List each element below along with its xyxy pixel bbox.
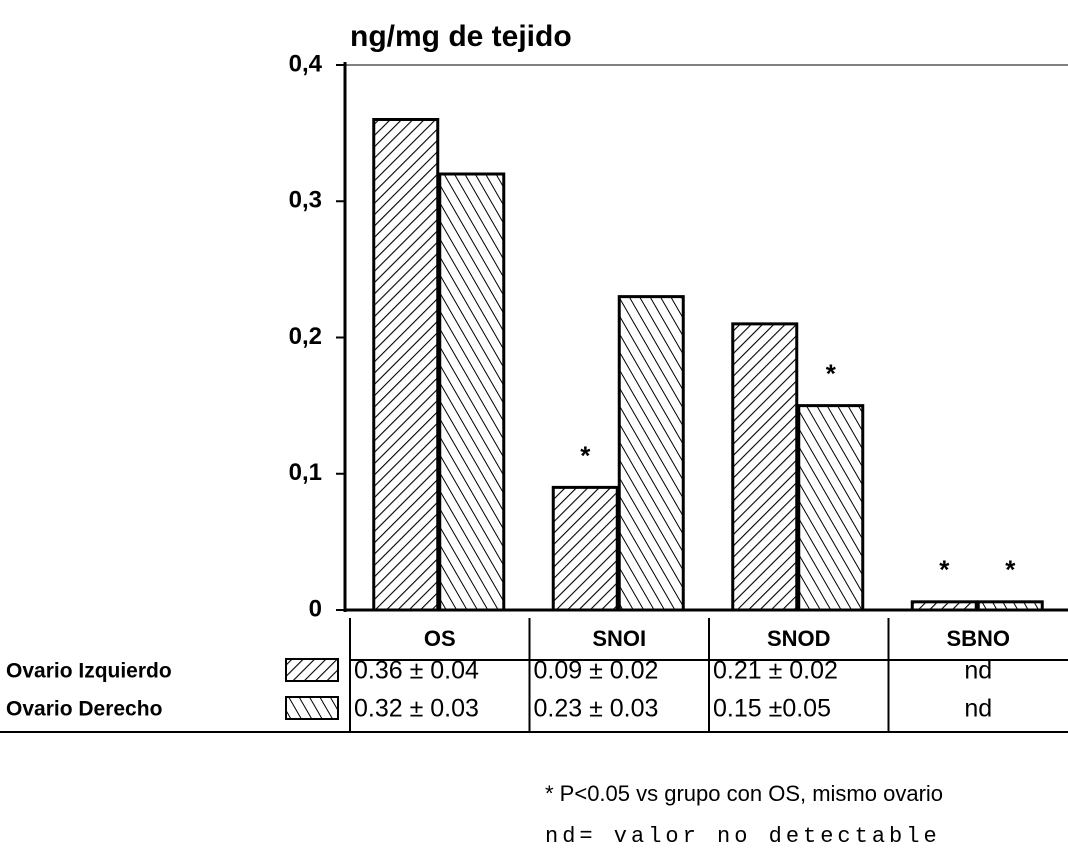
x-tick-label: SNOD: [767, 626, 831, 651]
table-cell: 0.15 ±0.05: [713, 695, 831, 723]
table-cell: nd: [964, 695, 992, 723]
table-cell: 0.21 ± 0.02: [713, 657, 838, 685]
legend-swatch: [285, 696, 339, 720]
footnote: * P<0.05 vs grupo con OS, mismo ovario: [545, 781, 943, 806]
bar: [551, 485, 619, 612]
x-tick-label: SNOI: [592, 626, 646, 651]
bar: [731, 322, 799, 612]
y-tick-label: 0,4: [289, 50, 323, 77]
table-cell: 0.23 ± 0.03: [534, 695, 659, 723]
legend-label: Ovario Izquierdo: [6, 660, 172, 683]
y-tick-label: 0: [309, 595, 322, 622]
y-tick-label: 0,3: [289, 187, 322, 214]
significance-marker: *: [1005, 555, 1016, 585]
significance-marker: *: [826, 359, 837, 389]
legend-swatch: [285, 658, 339, 682]
footnote: nd= valor no detectable: [545, 824, 941, 849]
significance-marker: *: [580, 440, 591, 470]
bar: [438, 172, 506, 612]
table-cell: 0.36 ± 0.04: [354, 657, 479, 685]
bar: [910, 600, 978, 612]
bar: [797, 404, 865, 612]
bar: [617, 295, 685, 612]
y-tick-label: 0,1: [289, 459, 322, 486]
legend-label: Ovario Derecho: [6, 698, 162, 721]
table-cell: 0.32 ± 0.03: [354, 695, 479, 723]
chart-title: ng/mg de tejido: [350, 20, 572, 53]
x-tick-label: OS: [424, 626, 456, 651]
y-tick-label: 0,2: [289, 323, 322, 350]
bar: [976, 600, 1044, 612]
bar: [372, 118, 440, 612]
significance-marker: *: [939, 555, 950, 585]
table-cell: 0.09 ± 0.02: [534, 657, 659, 685]
x-tick-label: SBNO: [946, 626, 1010, 651]
table-cell: nd: [964, 657, 992, 685]
